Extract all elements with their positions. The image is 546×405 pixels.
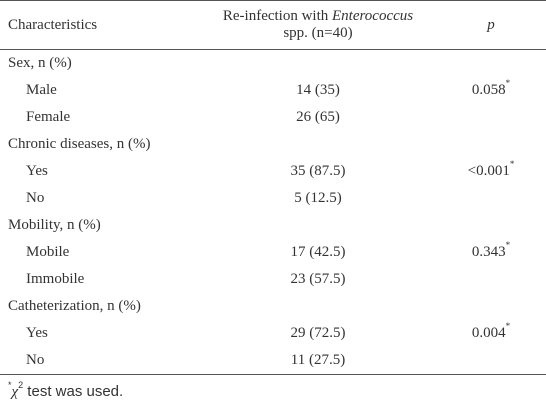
subcategory-label: No: [0, 347, 200, 375]
p-value-mark: *: [505, 321, 511, 331]
table-row: Yes 35 (87.5) <0.001*: [0, 158, 546, 185]
table-row: Catheterization, n (%): [0, 293, 546, 320]
p-value-cell: [436, 347, 546, 375]
header-reinfection: Re-infection with Enterococcus spp. (n=40…: [200, 0, 436, 50]
value-cell: 29 (72.5): [290, 325, 346, 341]
value-cell: 11 (27.5): [200, 347, 436, 375]
p-value: <0.001: [467, 163, 510, 179]
footnote-chi: χ: [11, 384, 19, 400]
p-value: 0.058: [471, 82, 506, 98]
p-value-cell: 0.058*: [436, 77, 546, 104]
subcategory-label: Mobile: [26, 244, 70, 260]
header-characteristics: Characteristics: [0, 0, 200, 50]
subcategory-label: Yes: [26, 163, 48, 179]
subcategory-label: Male: [26, 82, 57, 98]
table-row: Mobility, n (%): [0, 212, 546, 239]
subcategory-label: Immobile: [26, 271, 85, 287]
value-cell: [200, 212, 436, 239]
p-value: 0.343: [471, 244, 506, 260]
header-reinfection-prefix: Re-infection with: [222, 8, 333, 24]
table-footnote: *χ2 test was used.: [8, 380, 124, 401]
subcategory-label: Yes: [26, 325, 48, 341]
table-row: No 5 (12.5): [0, 185, 546, 212]
value-cell: 17 (42.5): [290, 244, 346, 260]
p-value: 0.004: [471, 325, 506, 341]
table-header-row: Characteristics Re-infection with Entero…: [0, 0, 546, 50]
p-value-cell: [436, 50, 546, 78]
value-cell: 14 (35): [296, 82, 340, 98]
p-value-cell: [436, 131, 546, 158]
category-label: Sex, n (%): [8, 55, 72, 71]
subcategory-label: No: [26, 190, 45, 206]
table-row: Chronic diseases, n (%): [0, 131, 546, 158]
table-row: Male 14 (35) 0.058*: [0, 77, 546, 104]
header-reinfection-suffix: spp. (n=40): [283, 25, 353, 41]
p-value-mark: *: [505, 240, 511, 250]
subcategory-label: Female: [26, 109, 71, 125]
p-value-mark: *: [505, 78, 511, 88]
header-p-value: p: [436, 0, 546, 50]
table-row: No 11 (27.5): [0, 347, 546, 375]
header-reinfection-genus: Enterococcus: [332, 8, 414, 24]
value-cell: 23 (57.5): [290, 271, 346, 287]
value-cell: 5 (12.5): [294, 190, 342, 206]
p-value-cell: [436, 212, 546, 239]
table-row: Mobile 17 (42.5) 0.343*: [0, 239, 546, 266]
data-table-container: Characteristics Re-infection with Entero…: [0, 0, 546, 375]
value-cell: 26 (65): [296, 109, 340, 125]
p-value-cell: 0.343*: [436, 239, 546, 266]
characteristics-table: Characteristics Re-infection with Entero…: [0, 0, 546, 375]
value-cell: [200, 131, 436, 158]
p-value-mark: *: [509, 159, 515, 169]
p-value-cell: [436, 104, 546, 131]
category-label: Catheterization, n (%): [8, 298, 141, 314]
table-row: Yes 29 (72.5) 0.004*: [0, 320, 546, 347]
value-cell: [200, 50, 436, 78]
table-row: Immobile 23 (57.5): [0, 266, 546, 293]
footnote-mark: *: [8, 380, 12, 390]
p-value-cell: <0.001*: [436, 158, 546, 185]
table-row: Sex, n (%): [0, 50, 546, 78]
table-row: Female 26 (65): [0, 104, 546, 131]
footnote-superscript: 2: [18, 380, 24, 390]
value-cell: 35 (87.5): [290, 163, 346, 179]
p-value-cell: [436, 266, 546, 293]
footnote-text: test was used.: [23, 383, 124, 400]
p-value-cell: [436, 293, 546, 320]
category-label: Chronic diseases, n (%): [8, 136, 151, 152]
category-label: Mobility, n (%): [8, 217, 101, 233]
p-value-cell: 0.004*: [436, 320, 546, 347]
p-value-cell: [436, 185, 546, 212]
value-cell: [200, 293, 436, 320]
